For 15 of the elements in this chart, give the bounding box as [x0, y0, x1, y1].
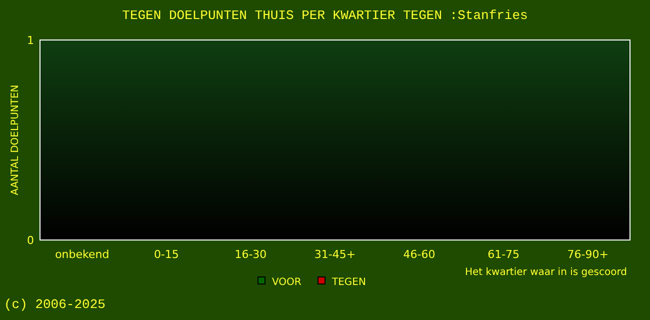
legend-label: VOOR [272, 277, 302, 288]
text: (c) 2006-2025 [4, 297, 106, 312]
y-tick-label: 0 [27, 234, 34, 247]
x-tick-label: 76-90+ [567, 248, 608, 261]
x-tick-label: 61-75 [488, 248, 520, 261]
x-tick-label: 46-60 [403, 248, 436, 261]
x-tick-label: 0-15 [154, 248, 179, 261]
x-tick-label: 16-30 [234, 248, 267, 261]
y-tick-label: 1 [27, 34, 34, 47]
x-tick-label: onbekend [55, 248, 110, 261]
x-tick-label: 31-45+ [314, 248, 356, 261]
y-axis-title: AANTAL DOELPUNTEN [10, 84, 21, 196]
chart-title: TEGEN DOELPUNTEN THUIS PER KWARTIER TEGEN :Stanfries [122, 8, 528, 23]
legend-label: TEGEN [331, 277, 366, 288]
x-axis-title: Het kwartier waar in is gescoord [464, 267, 627, 278]
